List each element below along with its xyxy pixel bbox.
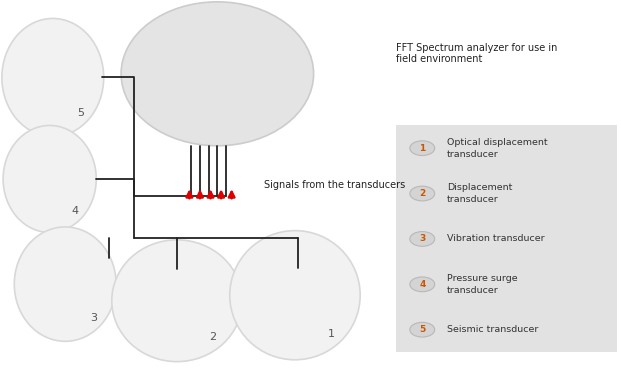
Text: Seismic transducer: Seismic transducer [447,325,538,334]
Ellipse shape [2,18,104,137]
Text: FFT Spectrum analyzer for use in
field environment: FFT Spectrum analyzer for use in field e… [396,43,558,64]
Ellipse shape [230,231,360,360]
Ellipse shape [3,125,96,232]
Circle shape [410,186,435,201]
FancyBboxPatch shape [396,125,617,352]
Circle shape [410,277,435,292]
Text: Displacement
transducer: Displacement transducer [447,183,512,204]
Text: 2: 2 [209,332,216,342]
Text: 5: 5 [419,325,425,334]
Text: Pressure surge
transducer: Pressure surge transducer [447,274,518,295]
Circle shape [410,232,435,246]
Ellipse shape [14,227,116,341]
Text: 3: 3 [419,234,425,244]
Text: 4: 4 [72,206,79,216]
Text: 1: 1 [419,144,425,153]
Text: Signals from the transducers: Signals from the transducers [264,180,405,190]
Text: 2: 2 [419,189,425,198]
Text: 5: 5 [77,108,84,118]
Text: 1: 1 [327,329,334,339]
Ellipse shape [121,2,314,146]
Circle shape [410,141,435,156]
Text: 3: 3 [89,313,97,324]
Circle shape [410,323,435,337]
Text: Vibration transducer: Vibration transducer [447,234,545,244]
Ellipse shape [112,240,242,362]
Text: 4: 4 [419,280,425,289]
Text: Optical displacement
transducer: Optical displacement transducer [447,138,548,159]
